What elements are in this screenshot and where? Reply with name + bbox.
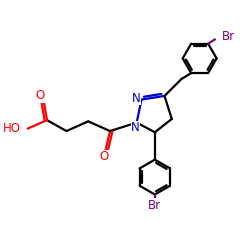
Text: Br: Br bbox=[148, 199, 162, 212]
Text: O: O bbox=[99, 150, 108, 164]
Text: HO: HO bbox=[3, 122, 21, 135]
Text: N: N bbox=[132, 92, 140, 105]
Text: Br: Br bbox=[222, 30, 234, 44]
Text: O: O bbox=[35, 90, 44, 102]
Text: N: N bbox=[131, 122, 140, 134]
